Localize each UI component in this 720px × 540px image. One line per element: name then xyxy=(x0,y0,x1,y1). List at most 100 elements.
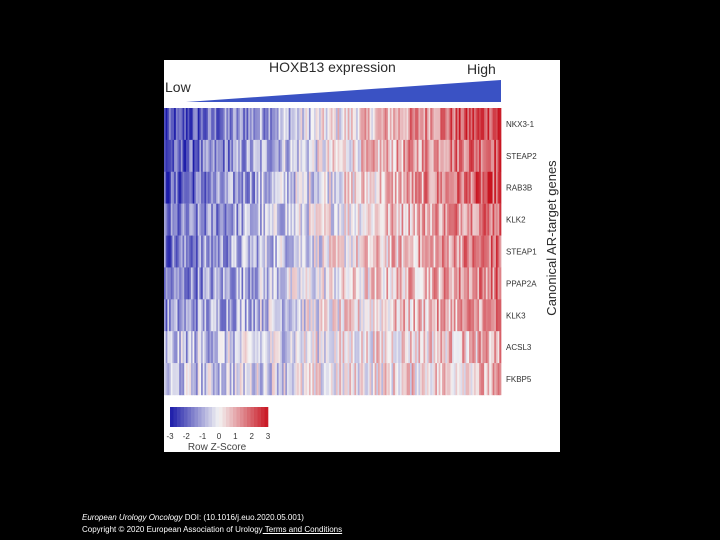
heatmap-cell xyxy=(396,331,399,364)
heatmap-cell xyxy=(425,171,428,204)
heatmap-cell xyxy=(361,299,364,332)
heatmap-cell xyxy=(428,267,431,300)
heatmap-cell xyxy=(421,139,424,172)
heatmap-cell xyxy=(458,299,461,332)
heatmap-cell xyxy=(357,108,360,141)
heatmap-cell xyxy=(253,171,256,204)
heatmap-cell xyxy=(410,363,413,396)
heatmap-cell xyxy=(224,299,227,332)
heatmap-cell xyxy=(170,363,173,396)
heatmap-cell xyxy=(287,331,290,364)
heatmap-cell xyxy=(253,235,256,268)
heatmap-cell xyxy=(457,267,460,300)
heatmap-cell xyxy=(463,299,466,332)
heatmap-cell xyxy=(393,203,396,236)
heatmap-cell xyxy=(184,235,187,268)
heatmap-cell xyxy=(408,171,411,204)
heatmap-cell xyxy=(244,331,247,364)
heatmap-cell xyxy=(201,171,204,204)
heatmap-cell xyxy=(388,108,391,141)
heatmap-cell xyxy=(492,331,495,364)
heatmap-cell xyxy=(485,363,488,396)
heatmap-cell xyxy=(239,299,242,332)
heatmap-cell xyxy=(367,139,370,172)
heatmap-cell xyxy=(492,267,495,300)
heatmap-cell xyxy=(367,267,370,300)
heatmap-cell xyxy=(330,235,333,268)
heatmap-cell xyxy=(177,267,180,300)
heatmap-cell xyxy=(310,171,313,204)
doi-text: DOI: (10.1016/j.euo.2020.05.001) xyxy=(182,513,304,522)
heatmap-cell xyxy=(184,139,187,172)
heatmap-cell xyxy=(425,267,428,300)
heatmap-cell xyxy=(423,171,426,204)
heatmap-cell xyxy=(335,203,338,236)
heatmap-cell xyxy=(337,108,340,141)
heatmap-cell xyxy=(288,267,291,300)
heatmap-cell xyxy=(270,171,273,204)
heatmap-cell xyxy=(430,299,433,332)
heatmap-cell xyxy=(475,108,478,141)
heatmap-cell xyxy=(401,299,404,332)
heatmap-cell xyxy=(315,171,318,204)
heatmap-cell xyxy=(261,331,264,364)
terms-link[interactable]: Terms and Conditions xyxy=(262,525,343,534)
heatmap-cell xyxy=(202,299,205,332)
heatmap-cell xyxy=(278,267,281,300)
heatmap-cell xyxy=(369,139,372,172)
heatmap-cell xyxy=(410,299,413,332)
heatmap-cell xyxy=(399,139,402,172)
heatmap-cell xyxy=(241,267,244,300)
heatmap-cell xyxy=(482,108,485,141)
heatmap-cell xyxy=(477,299,480,332)
heatmap-cell xyxy=(185,171,188,204)
heatmap-cell xyxy=(256,363,259,396)
heatmap-cell xyxy=(207,235,210,268)
heatmap-cell xyxy=(207,139,210,172)
heatmap-cell xyxy=(258,235,261,268)
heatmap-cell xyxy=(408,363,411,396)
heatmap-cell xyxy=(295,331,298,364)
heatmap-cell xyxy=(344,299,347,332)
heatmap-cell xyxy=(401,203,404,236)
heatmap-cell xyxy=(435,299,438,332)
heatmap-cell xyxy=(389,235,392,268)
heatmap-cell xyxy=(297,203,300,236)
heatmap-cell xyxy=(340,108,343,141)
heatmap-cell xyxy=(389,171,392,204)
heatmap-cell xyxy=(381,203,384,236)
heatmap-cell xyxy=(169,171,172,204)
heatmap-cell xyxy=(260,171,263,204)
heatmap-cell xyxy=(482,203,485,236)
heatmap-cell xyxy=(428,108,431,141)
heatmap-cell xyxy=(280,108,283,141)
heatmap-cell xyxy=(231,203,234,236)
color-key-swatch xyxy=(177,407,181,427)
heatmap-cell xyxy=(494,299,497,332)
heatmap-cell xyxy=(209,108,212,141)
heatmap-cell xyxy=(489,299,492,332)
heatmap-cell xyxy=(480,108,483,141)
heatmap-cell xyxy=(357,299,360,332)
heatmap-cell xyxy=(499,203,502,236)
heatmap-cell xyxy=(492,171,495,204)
heatmap-cell xyxy=(393,267,396,300)
heatmap-cell xyxy=(241,108,244,141)
heatmap-cell xyxy=(172,299,175,332)
heatmap-cell xyxy=(364,299,367,332)
heatmap-cell xyxy=(303,171,306,204)
heatmap-cell xyxy=(244,139,247,172)
heatmap-cell xyxy=(482,139,485,172)
heatmap-cell xyxy=(216,267,219,300)
heatmap-cell xyxy=(207,203,210,236)
heatmap-cell xyxy=(238,108,241,141)
heatmap-cell xyxy=(231,139,234,172)
heatmap-cell xyxy=(234,203,237,236)
heatmap-cell xyxy=(226,108,229,141)
heatmap-cell xyxy=(423,235,426,268)
heatmap-cell xyxy=(327,108,330,141)
heatmap-cell xyxy=(388,139,391,172)
heatmap-cell xyxy=(285,299,288,332)
heatmap-cell xyxy=(426,235,429,268)
heatmap-cell xyxy=(335,108,338,141)
